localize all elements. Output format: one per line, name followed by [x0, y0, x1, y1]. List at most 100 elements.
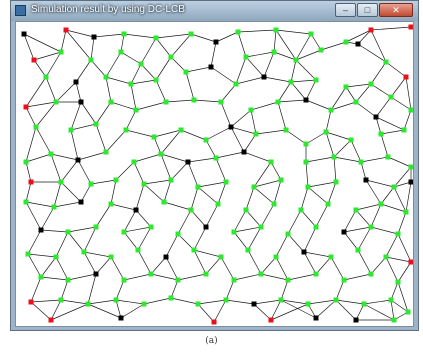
green-node — [273, 254, 279, 260]
green-node — [195, 184, 201, 190]
network-edge — [60, 299, 89, 305]
green-node — [285, 231, 291, 237]
green-node — [243, 54, 249, 60]
network-edge — [397, 211, 407, 235]
simulation-window: Simulation result by using DC-LCB – □ ✕ — [10, 0, 419, 331]
network-edge — [90, 36, 95, 61]
close-button[interactable]: ✕ — [379, 3, 413, 17]
green-node — [385, 154, 391, 160]
network-edge — [370, 61, 387, 85]
network-edge — [23, 33, 35, 61]
network-edge — [50, 153, 79, 161]
black-node — [208, 64, 214, 70]
network-edge — [135, 101, 167, 111]
network-edge — [393, 166, 412, 188]
red-node — [408, 259, 413, 265]
network-edge — [275, 233, 289, 258]
black-node — [303, 97, 309, 103]
network-edge — [253, 179, 282, 188]
green-node — [408, 164, 413, 170]
network-edge — [277, 99, 307, 103]
network-edge — [40, 276, 69, 281]
black-node — [353, 317, 359, 323]
red-node — [28, 179, 34, 185]
green-node — [141, 181, 147, 187]
network-edge — [190, 209, 207, 228]
network-edge — [80, 101, 97, 125]
green-node — [135, 247, 141, 253]
red-node — [211, 319, 217, 325]
network-edge — [93, 33, 125, 38]
network-edge — [215, 157, 227, 183]
green-node — [43, 74, 49, 80]
green-node — [288, 79, 294, 85]
network-edge — [160, 153, 189, 163]
network-edge — [105, 51, 122, 78]
network-edge — [87, 273, 97, 305]
network-edge — [110, 203, 137, 211]
green-node — [103, 74, 109, 80]
network-edge — [185, 66, 212, 73]
network-edge — [390, 76, 407, 98]
network-edge — [213, 299, 227, 323]
network-edge — [25, 101, 57, 108]
green-node — [168, 54, 174, 60]
network-edge — [75, 81, 82, 103]
green-node — [113, 297, 119, 303]
network-edge — [197, 303, 215, 323]
network-edge — [393, 181, 412, 188]
green-node — [48, 151, 54, 157]
network-edge — [303, 251, 317, 275]
green-node — [401, 127, 407, 133]
green-node — [388, 94, 394, 100]
red-node — [403, 74, 409, 80]
green-node — [85, 301, 91, 307]
green-node — [138, 61, 144, 67]
network-edge — [253, 303, 272, 321]
network-edge — [325, 131, 335, 158]
network-edge — [133, 153, 162, 163]
network-edge — [83, 251, 112, 258]
network-edge — [330, 101, 357, 111]
green-node — [151, 134, 157, 140]
network-edge — [305, 156, 335, 163]
network-edge — [237, 29, 277, 33]
network-edge — [250, 109, 257, 135]
network-edge — [357, 226, 372, 251]
green-node — [108, 201, 114, 207]
green-node — [348, 137, 354, 143]
title-bar[interactable]: Simulation result by using DC-LCB – □ ✕ — [11, 1, 418, 21]
green-node — [328, 107, 334, 113]
network-edge — [245, 56, 265, 78]
black-node — [75, 157, 81, 163]
green-node — [113, 177, 119, 183]
network-edge — [370, 26, 412, 31]
green-node — [23, 159, 29, 165]
network-edge — [110, 101, 137, 111]
network-edge — [67, 226, 97, 233]
green-node — [188, 207, 194, 213]
green-node — [195, 301, 201, 307]
minimize-button[interactable]: – — [335, 3, 356, 17]
network-edge — [290, 79, 317, 83]
green-node — [191, 247, 197, 253]
green-node — [123, 127, 129, 133]
app-icon[interactable] — [15, 5, 26, 16]
network-edge — [357, 43, 387, 63]
maximize-button[interactable]: □ — [357, 3, 378, 17]
network-edge — [307, 299, 337, 305]
network-edge — [153, 129, 182, 138]
green-node — [328, 254, 334, 260]
network-edge — [165, 233, 179, 258]
green-node — [253, 131, 259, 137]
network-edge — [165, 99, 195, 103]
green-node — [378, 201, 384, 207]
network-edge — [255, 129, 287, 135]
network-edge — [277, 101, 287, 131]
green-node — [148, 271, 154, 277]
black-node — [408, 179, 413, 185]
network-edge — [83, 251, 97, 275]
black-node — [261, 74, 267, 80]
green-node — [213, 155, 219, 161]
network-edge — [333, 156, 337, 183]
